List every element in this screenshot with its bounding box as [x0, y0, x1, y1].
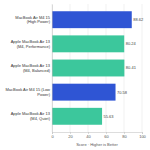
tick-label: 80 [122, 134, 127, 139]
data-label: 70.58 [117, 90, 128, 95]
data-labels: 88.62 80.24 80.41 70.58 55.63 [104, 17, 144, 119]
grid-line [142, 4, 143, 132]
tick: Apple MacBook Air 13(M4, Quiet) [11, 111, 52, 121]
tick-label: 20 [68, 134, 73, 139]
plot: 88.62 80.24 80.41 70.58 55.63 0 20 40 60 80 100 Mac… [6, 4, 147, 139]
data-label: 55.63 [104, 114, 115, 119]
tick-label: 0 [51, 134, 54, 139]
axis-line [53, 133, 143, 135]
axis-title: Score · Higher is Better [76, 142, 118, 147]
tick-label: 40 [86, 134, 91, 139]
tick-label: 60 [104, 134, 109, 139]
tick: 60 [104, 132, 109, 139]
tick-label: Apple MacBook Air 13(M4, Balanced) [11, 63, 51, 73]
bar [52, 60, 124, 77]
bar [52, 108, 102, 125]
tick: Apple MacBook Air 13(M4, Performance) [11, 39, 52, 49]
chart: 88.62 80.24 80.41 70.58 55.63 0 20 40 60 80 100 Mac… [0, 0, 150, 150]
data-label: 80.41 [126, 65, 137, 70]
tick: MacBook Air M4 15 (LowPower) [6, 87, 52, 97]
tick: MacBook Air M4 15(High Power) [15, 15, 52, 25]
tick-label: MacBook Air M4 15 (LowPower) [6, 87, 51, 97]
tick: 40 [86, 132, 91, 139]
tick: 0 [51, 132, 54, 139]
x-axis: 0 20 40 60 80 100 [51, 132, 146, 139]
data-label: 88.62 [133, 17, 144, 22]
grid [52, 4, 142, 132]
tick: 100 [139, 132, 146, 139]
tick: 20 [68, 132, 73, 139]
axis-line [52, 5, 53, 133]
y-axis: MacBook Air M4 15(High Power) Apple MacBo… [6, 5, 53, 133]
bar [52, 35, 124, 52]
tick-label: Apple MacBook Air 13(M4, Quiet) [11, 111, 51, 121]
data-label: 80.24 [126, 41, 137, 46]
tick-label: MacBook Air M4 15(High Power) [15, 15, 50, 25]
bar [52, 84, 116, 101]
tick-label: Apple MacBook Air 13(M4, Performance) [11, 39, 51, 49]
tick: Apple MacBook Air 13(M4, Balanced) [11, 63, 52, 73]
tick-label: 100 [139, 134, 146, 139]
bar [52, 11, 132, 28]
tick: 80 [122, 132, 127, 139]
bars [52, 11, 132, 125]
